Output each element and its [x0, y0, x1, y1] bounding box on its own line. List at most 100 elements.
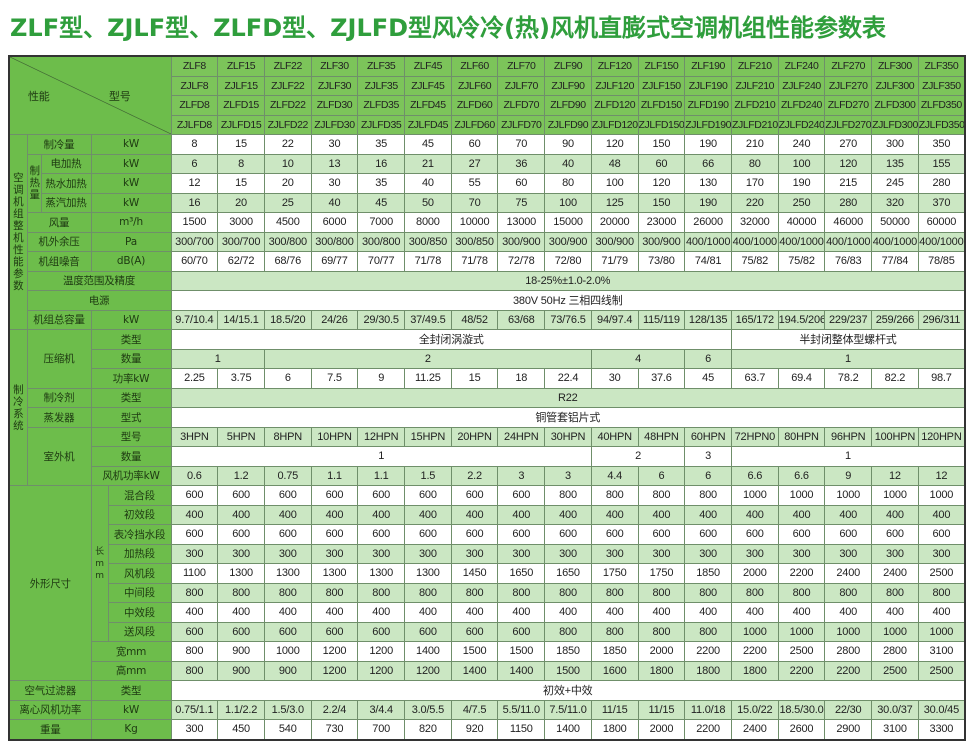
table-row: 中间段 800 800 800 800 800 800 800 800 800 800 800 800 8…: [9, 582, 966, 603]
data-cell: 1000: [777, 485, 826, 506]
data-cell: 5.5/11.0: [497, 699, 546, 720]
data-cell: 800: [637, 621, 686, 642]
data-cell: 3/4.4: [357, 699, 406, 720]
data-cell: 240: [777, 134, 826, 155]
label-electric: 电加热: [40, 153, 92, 174]
table-row: 温度范围及精度 18-25%±1.0-2.0%: [9, 270, 966, 291]
data-cell: 69/77: [310, 251, 359, 272]
data-cell: 3.0/5.5: [404, 699, 452, 720]
data-cell: 2200: [684, 719, 732, 740]
data-cell: 190: [777, 173, 826, 194]
data-cell: 270: [824, 134, 873, 155]
data-cell: 600: [263, 524, 312, 545]
data-cell: 72/80: [544, 251, 592, 272]
model-header-cell: ZLFD35: [357, 95, 406, 116]
model-header-cell: ZJLFD30: [310, 114, 359, 135]
data-cell: 32000: [730, 212, 779, 233]
header-row: 性能 型号 ZLF8 ZLF15 ZLF22 ZLF30 ZLF35 ZLF45 ZLF60…: [8, 55, 966, 135]
data-cell: 1000: [917, 621, 966, 642]
data-cell: 300/900: [544, 231, 592, 252]
data-cell: 7.5/11.0: [544, 699, 592, 720]
data-cell: R22: [170, 387, 966, 408]
data-cell: 300: [871, 134, 919, 155]
data-cell: 71/78: [404, 251, 452, 272]
data-cell: 400: [777, 504, 826, 525]
data-cell: 120HPN: [917, 426, 966, 447]
data-cell: 2400: [824, 563, 873, 584]
data-cell: 800: [217, 582, 265, 603]
data-cell: 155: [917, 153, 966, 174]
data-cell: 2.25: [170, 368, 219, 389]
data-cell: 50: [404, 192, 452, 213]
unit: kW: [90, 192, 172, 213]
data-cell: 63.7: [730, 368, 779, 389]
data-cell: 800: [170, 641, 219, 662]
label-supply: 送风段: [107, 621, 172, 642]
data-cell: 8: [217, 153, 265, 174]
table-row: 空调机组整机性能参数 制冷量 kW 8 15 22 30 35 45 60 70 90 120 15…: [8, 134, 966, 330]
model-header-cell: ZJLFD60: [450, 114, 499, 135]
data-cell: 400/1000: [917, 231, 966, 252]
model-header-cell: ZLF70: [497, 55, 546, 77]
data-cell: 1300: [310, 563, 359, 584]
data-cell: 920: [450, 719, 499, 740]
data-cell: 800: [263, 582, 312, 603]
model-header-cell: ZLFD240: [777, 95, 826, 116]
data-cell: 400/1000: [824, 231, 873, 252]
data-cell: 2200: [684, 641, 732, 662]
data-cell: 600: [310, 485, 359, 506]
data-cell: 400: [217, 504, 265, 525]
data-cell: 69.4: [777, 368, 826, 389]
data-cell: 12: [917, 465, 966, 486]
table-row: 制冷系统 压缩机 类型 全封闭涡漩式 半封闭整体型螺杆式: [8, 329, 966, 486]
performance-label: 性能: [28, 89, 50, 103]
data-cell: 75/82: [730, 251, 779, 272]
data-cell: 1000: [824, 485, 873, 506]
data-cell: 800: [170, 582, 219, 603]
data-cell: 1.5: [404, 465, 452, 486]
data-cell: 68/76: [263, 251, 312, 272]
data-cell: 22: [263, 134, 312, 155]
data-cell: 370: [917, 192, 966, 213]
data-cell: 1: [170, 348, 265, 369]
data-cell: 900: [217, 660, 265, 681]
data-cell: 600: [170, 524, 219, 545]
data-cell: 1300: [357, 563, 406, 584]
data-cell: 400: [357, 602, 406, 623]
data-cell: 4.4: [590, 465, 639, 486]
data-cell: 400: [917, 504, 966, 525]
model-header-cell: ZLF90: [544, 55, 592, 77]
data-cell: 66: [684, 153, 732, 174]
data-cell: 400/1000: [777, 231, 826, 252]
data-cell: 400: [310, 602, 359, 623]
data-cell: 96HPN: [824, 426, 873, 447]
data-cell: 35: [357, 173, 406, 194]
data-cell: 2500: [917, 563, 966, 584]
data-cell: 9.7/10.4: [170, 309, 219, 330]
data-cell: 1600: [590, 660, 639, 681]
data-cell: 400: [871, 504, 919, 525]
data-cell: 6.6: [730, 465, 779, 486]
model-header-cell: ZJLFD8: [170, 114, 219, 135]
model-header-cell: ZLFD60: [450, 95, 499, 116]
data-cell: 800: [684, 582, 732, 603]
data-cell: 36: [497, 153, 546, 174]
data-cell: 259/266: [871, 309, 919, 330]
label-capacity: 机组总容量: [26, 309, 92, 330]
data-cell: 700: [357, 719, 406, 740]
data-cell: 800: [497, 582, 546, 603]
data-cell: 20HPN: [450, 426, 499, 447]
data-cell: 1200: [404, 660, 452, 681]
data-cell: 11.25: [404, 368, 452, 389]
table-row: 风机功率kW 0.6 1.2 0.75 1.1 1.1 1.5 2.2 3 3 4.4 6 6 6.6 6…: [9, 465, 966, 486]
data-cell: 60: [450, 134, 499, 155]
data-cell: 600: [404, 485, 452, 506]
data-cell: 800: [590, 621, 639, 642]
data-cell: 1: [730, 348, 966, 369]
model-header-cell: ZJLF240: [777, 75, 826, 96]
unit: Pa: [90, 231, 172, 252]
data-cell: 400: [450, 504, 499, 525]
unit: kW: [90, 699, 172, 720]
label-model-no: 型号: [90, 426, 172, 447]
data-cell: 1000: [777, 621, 826, 642]
